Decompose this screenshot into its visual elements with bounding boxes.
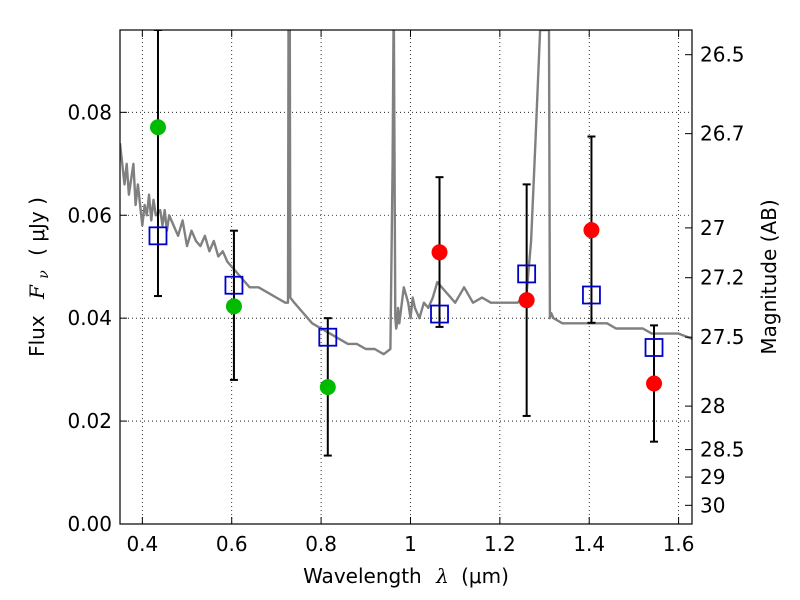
x-tick-label: 1.4: [573, 532, 605, 556]
magnitude-tick-label: 26.5: [700, 43, 745, 67]
axis-ticks: 0.4 0.6 0.8 1 1.2 1.4 1.6 0.00 0.02 0.04 0.06 0.08 2…: [67, 30, 745, 556]
magnitude-tick-label: 27: [700, 216, 725, 240]
plot-frame: [119, 29, 693, 525]
data-point-circle: [319, 379, 336, 396]
y-tick-label: 0.08: [67, 100, 112, 124]
x-tick-label: 1.2: [484, 532, 516, 556]
y-axis-label-symbol: F: [25, 284, 49, 300]
data-point-square: [224, 275, 244, 295]
y-tick-label: 0.00: [67, 512, 112, 536]
y-axis-label-subscript: ν: [36, 270, 52, 279]
y-axis-label-unit: ( μJy ): [25, 197, 49, 256]
data-point-square: [318, 327, 338, 347]
x-axis-label-symbol: λ: [435, 564, 449, 588]
grid-lines: [120, 30, 692, 525]
x-tick-label: 0.6: [216, 532, 248, 556]
magnitude-tick-label: 27.5: [700, 325, 745, 349]
x-tick-label: 1.6: [663, 532, 695, 556]
data-point-circle: [149, 119, 166, 136]
data-point-square: [430, 304, 449, 324]
x-axis-label-unit: (μm): [461, 564, 509, 588]
data-point-circle: [646, 375, 663, 392]
data-point-square: [517, 264, 537, 284]
plot-contents: [120, 30, 692, 457]
x-axis-label: Wavelength λ (μm): [303, 564, 509, 588]
data-point-square: [582, 285, 601, 305]
magnitude-tick-label: 27.2: [700, 266, 745, 290]
data-point-square: [644, 338, 664, 357]
magnitude-tick-label: 28.5: [700, 438, 745, 462]
data-point-square: [148, 226, 168, 246]
y-axis-label: Flux F ν ( μJy ): [25, 197, 53, 357]
y-tick-label: 0.06: [67, 203, 112, 227]
x-tick-label: 0.4: [126, 532, 158, 556]
plot-area: [120, 30, 692, 457]
data-point-circle: [583, 222, 600, 239]
data-point-circle: [518, 292, 535, 309]
x-axis-label-text: Wavelength: [303, 564, 422, 588]
magnitude-tick-label: 30: [700, 493, 725, 517]
magnitude-axis-label: Magnitude (AB): [757, 199, 781, 354]
x-tick-label: 1: [404, 532, 417, 556]
magnitude-tick-label: 29: [700, 465, 725, 489]
x-tick-label: 0.8: [305, 532, 337, 556]
data-point-circle: [431, 244, 448, 261]
y-axis-label-text: Flux: [25, 315, 49, 357]
magnitude-tick-label: 26.7: [700, 122, 745, 146]
y-tick-label: 0.02: [67, 409, 112, 433]
data-point-circle: [225, 298, 242, 315]
y-tick-label: 0.04: [67, 306, 112, 330]
magnitude-tick-label: 28: [700, 394, 725, 418]
template-spectrum-line: [120, 30, 692, 356]
